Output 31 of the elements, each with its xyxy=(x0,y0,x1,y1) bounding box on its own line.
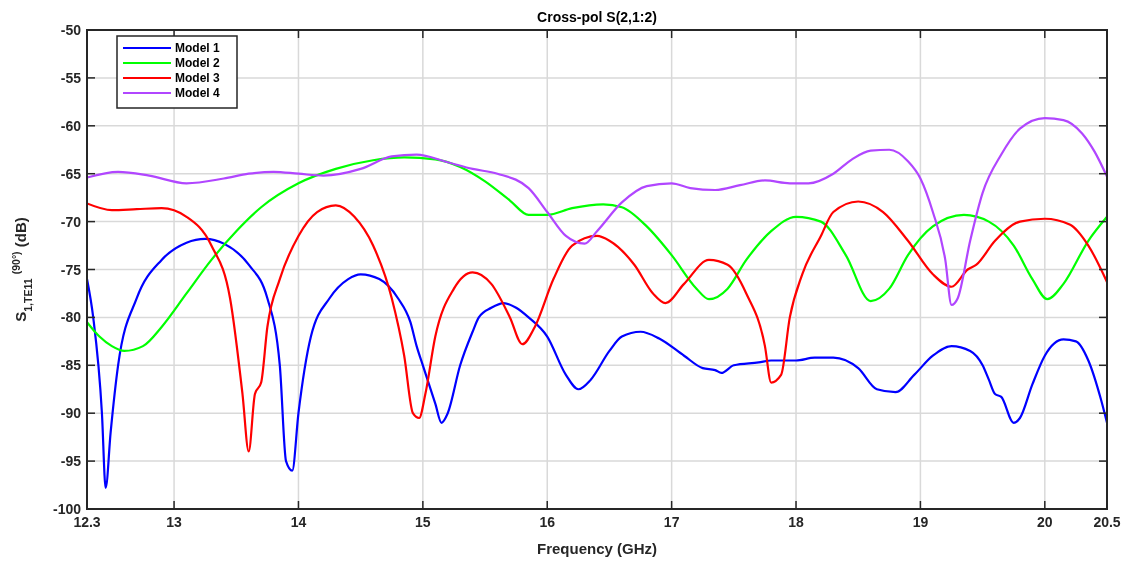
x-tick-label: 18 xyxy=(788,514,805,530)
legend-label: Model 4 xyxy=(175,86,220,100)
x-tick-label: 15 xyxy=(415,514,431,530)
x-tick-label: 20 xyxy=(1037,514,1053,530)
x-tick-label: 13 xyxy=(166,514,183,530)
line-series xyxy=(87,237,1107,490)
x-tick-label: 12.3 xyxy=(73,514,101,530)
y-tick-label: -90 xyxy=(60,405,82,422)
line-series xyxy=(87,200,1107,453)
y-tick-label: -85 xyxy=(60,357,82,374)
x-axis-title: Frequency (GHz) xyxy=(536,540,658,557)
chart-title: Cross-pol S(2,1:2) xyxy=(537,9,657,25)
y-tick-label: -100 xyxy=(52,501,82,517)
legend-label: Model 3 xyxy=(175,71,220,85)
legend-label: Model 2 xyxy=(175,56,220,70)
y-tick-label: -75 xyxy=(60,261,82,278)
y-tick-label: -55 xyxy=(60,69,82,86)
x-tick-label: 16 xyxy=(539,514,556,530)
x-tick-label: 19 xyxy=(912,514,929,530)
y-tick-label: -60 xyxy=(60,117,82,134)
line-series xyxy=(87,156,1107,353)
y-tick-label: -70 xyxy=(60,213,82,230)
x-tick-label: 17 xyxy=(663,514,680,530)
line-series xyxy=(87,117,1107,307)
y-tick-label: -95 xyxy=(60,453,82,470)
legend-label: Model 1 xyxy=(175,41,220,55)
x-tick-label: 14 xyxy=(290,514,307,530)
y-tick-label: -65 xyxy=(60,165,82,182)
y-tick-label: -50 xyxy=(60,22,82,38)
y-tick-label: -80 xyxy=(60,309,82,326)
x-tick-label: 20.5 xyxy=(1093,514,1121,530)
